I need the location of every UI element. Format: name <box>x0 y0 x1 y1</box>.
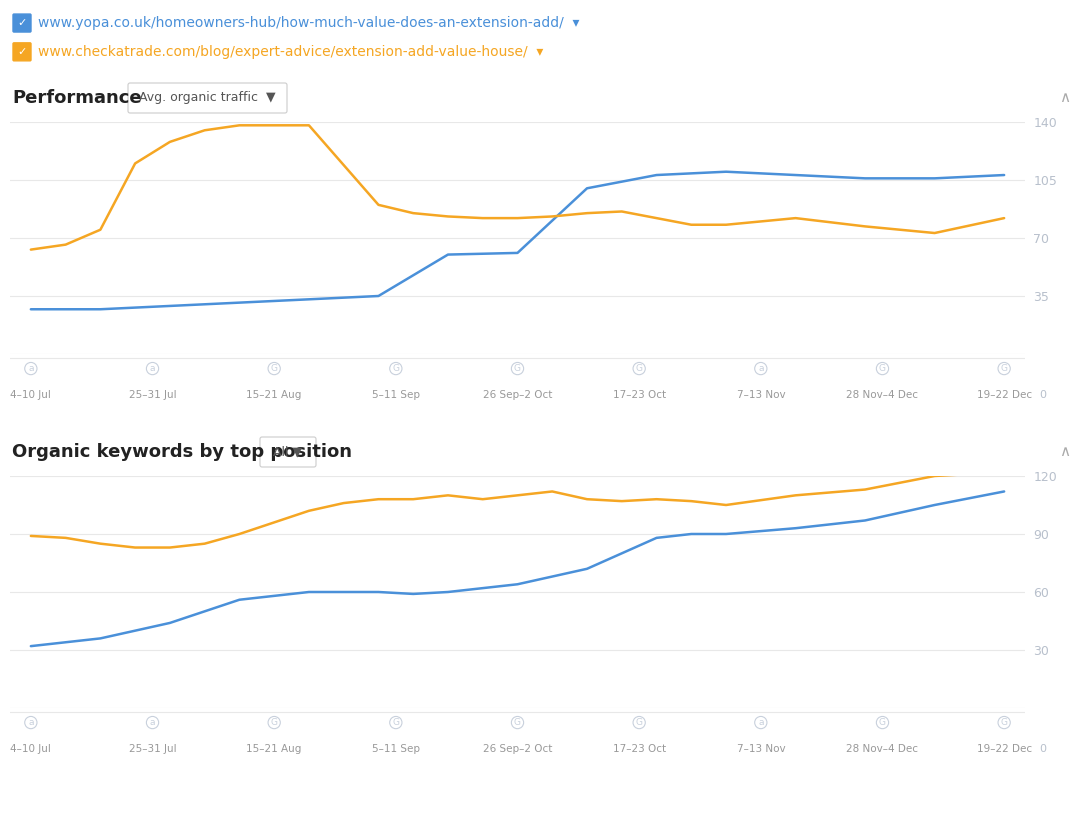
Text: 5–11 Sep: 5–11 Sep <box>372 743 420 754</box>
Text: 28 Nov–4 Dec: 28 Nov–4 Dec <box>847 743 918 754</box>
Text: G: G <box>636 364 643 373</box>
Text: 4–10 Jul: 4–10 Jul <box>11 743 51 754</box>
Text: All ▼: All ▼ <box>273 446 302 459</box>
Text: 25–31 Jul: 25–31 Jul <box>129 743 176 754</box>
Text: G: G <box>271 364 278 373</box>
Text: 4–10 Jul: 4–10 Jul <box>11 390 51 399</box>
Text: ∧: ∧ <box>1058 444 1070 460</box>
Text: ✓: ✓ <box>17 18 27 28</box>
Text: a: a <box>150 718 156 727</box>
Text: 15–21 Aug: 15–21 Aug <box>246 743 302 754</box>
Text: 19–22 Dec: 19–22 Dec <box>976 743 1031 754</box>
Text: G: G <box>1001 718 1008 727</box>
Text: Organic keywords by top position: Organic keywords by top position <box>12 443 352 461</box>
Text: 17–23 Oct: 17–23 Oct <box>612 743 665 754</box>
Text: G: G <box>392 364 400 373</box>
Text: www.yopa.co.uk/homeowners-hub/how-much-value-does-an-extension-add/  ▾: www.yopa.co.uk/homeowners-hub/how-much-v… <box>38 16 580 30</box>
Text: 19–22 Dec: 19–22 Dec <box>976 390 1031 399</box>
Text: Avg. organic traffic  ▼: Avg. organic traffic ▼ <box>139 91 275 104</box>
Text: a: a <box>28 718 33 727</box>
Text: a: a <box>758 364 764 373</box>
Text: 26 Sep–2 Oct: 26 Sep–2 Oct <box>483 390 552 399</box>
FancyBboxPatch shape <box>13 14 31 32</box>
Text: G: G <box>392 718 400 727</box>
Text: 0: 0 <box>1039 743 1045 754</box>
Text: G: G <box>271 718 278 727</box>
Text: 26 Sep–2 Oct: 26 Sep–2 Oct <box>483 743 552 754</box>
Text: a: a <box>28 364 33 373</box>
Text: G: G <box>636 718 643 727</box>
Text: 15–21 Aug: 15–21 Aug <box>246 390 302 399</box>
Text: a: a <box>150 364 156 373</box>
Text: G: G <box>514 718 521 727</box>
Text: ✓: ✓ <box>17 46 27 57</box>
Text: ∧: ∧ <box>1058 90 1070 105</box>
Text: G: G <box>1001 364 1008 373</box>
FancyBboxPatch shape <box>13 43 31 61</box>
Text: 17–23 Oct: 17–23 Oct <box>612 390 665 399</box>
FancyBboxPatch shape <box>260 437 316 467</box>
Text: www.checkatrade.com/blog/expert-advice/extension-add-value-house/  ▾: www.checkatrade.com/blog/expert-advice/e… <box>38 45 543 59</box>
Text: a: a <box>758 718 764 727</box>
FancyBboxPatch shape <box>129 83 287 113</box>
Text: 7–13 Nov: 7–13 Nov <box>737 390 785 399</box>
Text: 28 Nov–4 Dec: 28 Nov–4 Dec <box>847 390 918 399</box>
Text: G: G <box>514 364 521 373</box>
Text: 25–31 Jul: 25–31 Jul <box>129 390 176 399</box>
Text: 7–13 Nov: 7–13 Nov <box>737 743 785 754</box>
Text: 0: 0 <box>1039 390 1045 399</box>
Text: Performance: Performance <box>12 89 141 107</box>
Text: G: G <box>879 718 886 727</box>
Text: G: G <box>879 364 886 373</box>
Text: 5–11 Sep: 5–11 Sep <box>372 390 420 399</box>
